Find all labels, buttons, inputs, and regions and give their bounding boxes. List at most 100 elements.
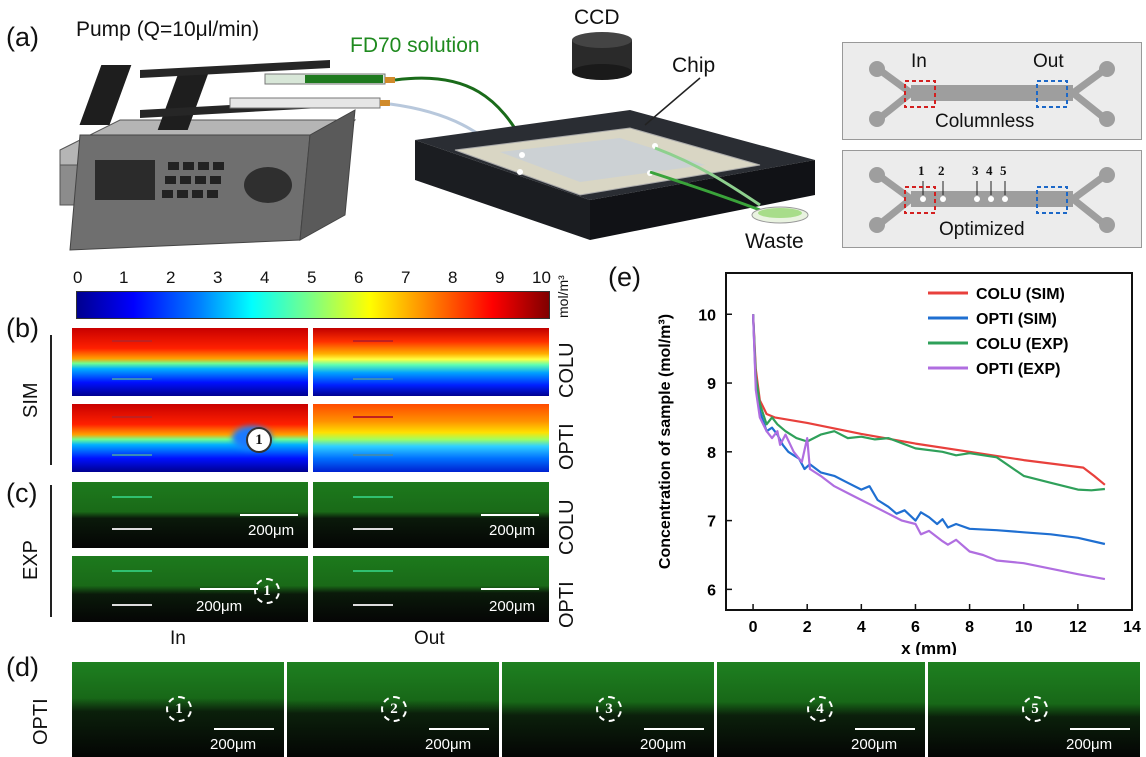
waste-dish-icon xyxy=(751,206,809,224)
legend-label-2: OPTI (SIM) xyxy=(976,311,1057,328)
strip-side-label: OPTI xyxy=(30,698,52,745)
strip-scale-4: 200μm xyxy=(851,736,898,753)
exp-colu-in: 200μm xyxy=(72,482,308,548)
waste-label: Waste xyxy=(745,230,804,253)
chip-label: Chip xyxy=(672,54,716,77)
panel-label-c: (c) xyxy=(6,478,38,508)
y-axis-label: Concentration of sample (mol/m³) xyxy=(657,314,674,569)
series-line-4 xyxy=(752,314,1106,581)
strip-marker-1: 1 xyxy=(166,696,192,722)
colorbar-tick-5: 5 xyxy=(307,268,317,287)
column-number-4: 4 xyxy=(986,163,993,178)
column-number-3: 3 xyxy=(972,163,979,178)
columnless-label: Columnless xyxy=(935,111,1035,132)
exp-colu-label: COLU xyxy=(556,499,578,555)
scale-label: 200μm xyxy=(248,522,295,539)
colorbar-tick-2: 2 xyxy=(166,268,176,287)
in-label: In xyxy=(170,628,186,649)
colorbar-tick-0: 0 xyxy=(73,268,83,287)
exp-label: EXP xyxy=(20,539,42,580)
sim-colu-label: COLU xyxy=(556,342,578,398)
strip-image-1: 1 200μm xyxy=(72,662,284,757)
column-number-2: 2 xyxy=(938,163,945,178)
syringe-pump-icon xyxy=(59,60,395,251)
panel-label-b: (b) xyxy=(6,313,39,343)
strip-marker-2: 2 xyxy=(381,696,407,722)
colorbar-unit: mol/m³ xyxy=(555,275,571,318)
colorbar-tick-1: 1 xyxy=(119,268,129,287)
exp-opti-in: 200μm 1 xyxy=(72,556,308,622)
y-tick-label: 7 xyxy=(707,514,716,531)
x-tick-label: 14 xyxy=(1123,619,1141,636)
ccd-label: CCD xyxy=(574,6,620,29)
strip-scale-3: 200μm xyxy=(640,736,687,753)
legend-label-3: COLU (EXP) xyxy=(976,336,1068,353)
x-axis-label: x (mm) xyxy=(901,639,957,655)
panel-label-a: (a) xyxy=(6,22,39,52)
panel-label-e: (e) xyxy=(608,262,641,292)
schematic-columnless: In Out Columnless xyxy=(842,42,1142,140)
legend-label-4: OPTI (EXP) xyxy=(976,361,1060,378)
sim-opti-out xyxy=(313,404,549,472)
panel-label-d: (d) xyxy=(6,652,39,682)
exp-colu-out: 200μm xyxy=(313,482,549,548)
scale-label: 200μm xyxy=(196,598,243,615)
scale-label: 200μm xyxy=(489,522,536,539)
concentration-chart: 0 2 4 6 8 10 12 14 6 7 8 9 10 x (mm) Concentration of … xyxy=(657,272,1141,655)
colorbar-tick-9: 9 xyxy=(495,268,505,287)
sim-opti-label: OPTI xyxy=(556,423,578,470)
colorbar-tick-7: 7 xyxy=(401,268,411,287)
scale-label: 200μm xyxy=(489,598,536,615)
x-tick-label: 2 xyxy=(803,619,812,636)
sim-colu-out xyxy=(313,328,549,396)
strip-scale-2: 200μm xyxy=(425,736,472,753)
column-number-1: 1 xyxy=(918,163,925,178)
exp-opti-out: 200μm xyxy=(313,556,549,622)
strip-scale-5: 200μm xyxy=(1066,736,1113,753)
x-tick-label: 10 xyxy=(1015,619,1033,636)
sim-colu-in xyxy=(72,328,308,396)
sim-opti-in: 1 xyxy=(72,404,308,472)
x-tick-label: 4 xyxy=(857,619,866,636)
strip-marker-4: 4 xyxy=(807,696,833,722)
strip-scale-1: 200μm xyxy=(210,736,257,753)
strip-image-3: 3 200μm xyxy=(502,662,714,757)
colorbar-tick-10: 10 xyxy=(532,268,551,287)
column-marker: 1 xyxy=(254,578,280,604)
ccd-camera-icon xyxy=(572,32,632,80)
schematic-optimized: 1 2 3 4 5 Optimized xyxy=(842,150,1142,248)
x-tick-label: 8 xyxy=(965,619,974,636)
fd70-label: FD70 solution xyxy=(350,34,480,57)
strip-image-5: 5 200μm xyxy=(928,662,1140,757)
series-line-3 xyxy=(752,314,1106,492)
strip-image-2: 2 200μm xyxy=(287,662,499,757)
strip-image-4: 4 200μm xyxy=(717,662,925,757)
optimized-label: Optimized xyxy=(939,219,1025,240)
schematic-in-label: In xyxy=(911,51,927,72)
schematic-out-label: Out xyxy=(1033,51,1064,72)
strip-marker-3: 3 xyxy=(596,696,622,722)
colorbar-tick-4: 4 xyxy=(260,268,270,287)
colorbar xyxy=(76,291,550,319)
x-tick-label: 6 xyxy=(911,619,920,636)
column-number-5: 5 xyxy=(1000,163,1007,178)
colorbar-tick-3: 3 xyxy=(213,268,223,287)
setup-illustration xyxy=(59,32,815,251)
plot-frame xyxy=(725,272,1133,611)
sim-label: SIM xyxy=(20,382,42,418)
legend-label-1: COLU (SIM) xyxy=(976,286,1065,303)
y-tick-label: 8 xyxy=(707,445,716,462)
x-tick-label: 0 xyxy=(749,619,758,636)
out-label: Out xyxy=(414,628,445,649)
colorbar-tick-8: 8 xyxy=(448,268,458,287)
y-tick-label: 9 xyxy=(707,376,716,393)
colorbar-tick-6: 6 xyxy=(354,268,364,287)
x-tick-label: 12 xyxy=(1069,619,1087,636)
strip-marker-5: 5 xyxy=(1022,696,1048,722)
exp-opti-label: OPTI xyxy=(556,581,578,628)
y-tick-label: 10 xyxy=(698,307,716,324)
pump-label: Pump (Q=10μl/min) xyxy=(76,18,260,41)
column-marker: 1 xyxy=(246,427,272,453)
chip-icon xyxy=(415,110,815,240)
y-tick-label: 6 xyxy=(707,582,716,599)
